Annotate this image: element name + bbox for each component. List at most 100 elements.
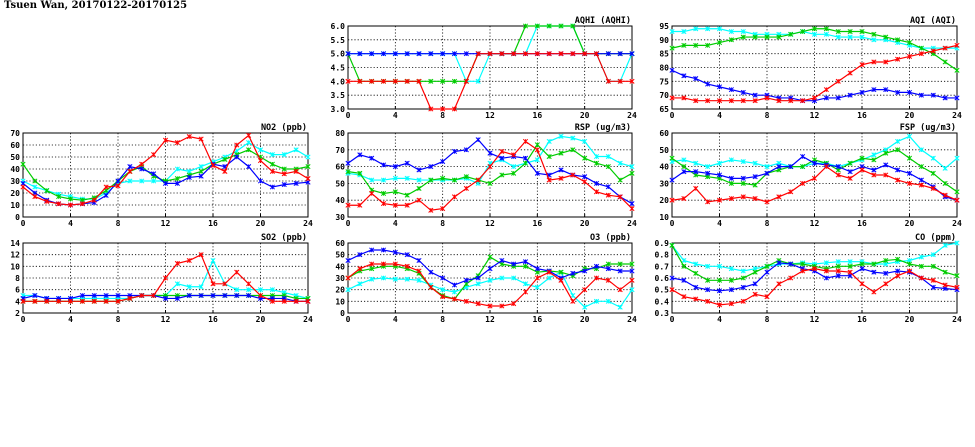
data-point-cyan [357,281,363,287]
data-point-red [428,106,434,112]
data-point-blue [186,174,192,180]
y-tick-label: 0.8 [655,251,670,260]
data-point-red [162,275,169,281]
data-point-red [534,51,540,57]
data-point-red [487,303,493,309]
data-point-blue [728,175,734,181]
data-point-red [570,172,576,178]
data-point-blue [681,169,687,175]
x-tick-label: 20 [580,111,590,120]
data-point-green [222,156,228,162]
data-point-blue [871,87,877,93]
data-point-red [629,206,635,212]
data-point-red [716,98,723,104]
data-point-red [883,59,889,65]
data-point-red [883,281,889,287]
data-point-green [788,31,794,37]
y-tick-label: 10 [10,201,20,210]
data-point-green [198,168,204,174]
y-tick-label: 20 [335,286,345,295]
data-point-blue [906,89,913,95]
data-point-red [440,106,446,112]
data-point-green [895,147,901,153]
data-point-cyan [534,284,540,290]
data-point-green [605,164,611,170]
x-tick-label: 20 [580,219,590,228]
data-point-green [522,160,529,166]
data-point-red [728,301,734,307]
data-point-red [800,98,806,104]
x-tick-label: 4 [717,111,722,120]
y-tick-label: 0 [15,213,20,222]
chart-fsp: 0 4 8 12 16 20 24 10 20 30 40 50 60 FSP (ug/m3) [659,123,962,228]
data-point-green [681,42,687,48]
data-point-blue [534,266,540,272]
data-point-cyan [127,178,133,184]
data-point-blue [475,275,481,281]
data-point-blue [883,270,889,276]
data-point-red [440,294,446,300]
data-point-green [859,261,865,267]
data-point-red [404,202,410,208]
data-point-cyan [511,275,517,281]
chart-title: AQHI (AQHI) [575,16,631,26]
data-point-green [44,188,50,194]
data-point-green [871,261,877,267]
x-tick-label: 8 [440,315,445,324]
data-point-green [32,178,38,184]
x-tick-label: 12 [810,111,820,120]
data-point-green [558,269,564,275]
data-point-red [859,62,865,68]
data-point-red [582,51,588,57]
data-point-blue [740,89,746,95]
data-point-green [546,23,552,29]
y-tick-label: 4.5 [331,64,346,73]
x-tick-label: 8 [116,315,121,324]
data-point-blue [871,167,877,173]
data-point-red [404,78,410,84]
data-point-red [357,78,363,84]
data-point-red [345,275,351,281]
x-tick-label: 12 [810,219,820,228]
data-point-red [463,298,469,304]
x-tick-label: 0 [346,111,351,120]
data-point-red [847,175,853,181]
data-point-cyan [546,138,552,144]
y-tick-label: 6.0 [331,22,346,31]
data-point-green [404,192,410,198]
data-point-cyan [392,276,398,282]
y-tick-label: 90 [659,36,669,45]
data-point-blue [162,180,169,186]
data-point-blue [847,92,853,98]
data-point-green [942,59,948,65]
data-point-red [605,78,611,84]
data-point-red [32,298,38,304]
data-point-red [511,152,517,158]
data-point-green [883,257,889,264]
data-point-blue [918,92,924,98]
data-point-cyan [681,157,687,163]
data-point-cyan [629,164,635,170]
data-point-cyan [954,240,960,246]
data-point-red [906,180,913,186]
data-point-cyan [246,140,252,146]
y-tick-label: 70 [335,146,345,155]
data-point-red [811,175,818,181]
data-point-red [451,106,458,112]
data-point-green [705,42,711,48]
data-point-red [380,201,387,207]
data-point-blue [293,180,299,186]
data-point-red [669,287,675,293]
y-tick-label: 5.5 [331,36,346,45]
data-point-red [174,260,180,266]
data-point-blue [380,247,387,253]
data-point-red [103,184,109,190]
data-point-red [681,195,687,202]
data-point-cyan [740,268,746,274]
y-tick-label: 60 [10,141,20,150]
data-point-cyan [257,147,264,153]
chart-title: AQI (AQI) [910,16,956,26]
data-point-red [906,53,913,59]
data-point-green [487,180,493,186]
